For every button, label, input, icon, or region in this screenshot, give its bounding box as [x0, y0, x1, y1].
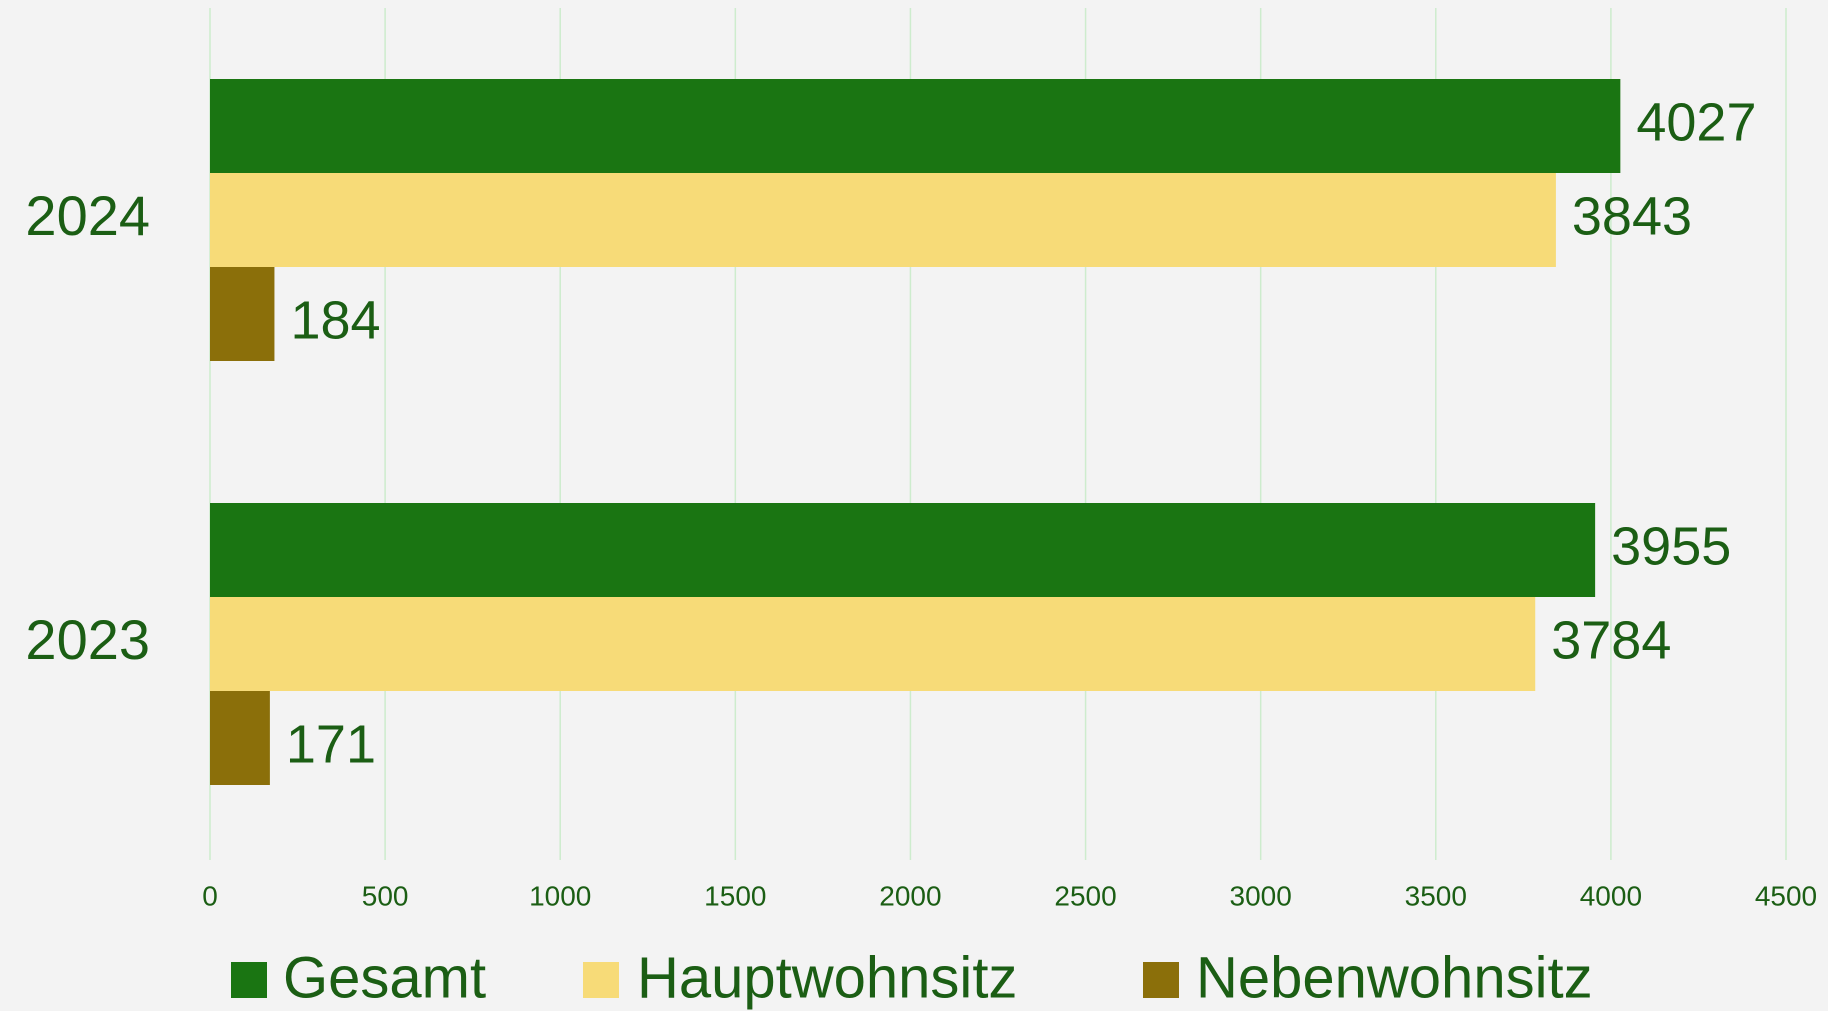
value-label: 4027 [1636, 92, 1756, 152]
bar [210, 597, 1536, 691]
y-tick-label: 2024 [25, 184, 150, 247]
legend-swatch [583, 962, 619, 998]
bar [210, 691, 270, 785]
x-tick-label: 0 [202, 880, 218, 911]
legend-label: Nebenwohnsitz [1196, 945, 1593, 1010]
legend-swatch [1143, 962, 1179, 998]
bar [210, 267, 275, 361]
legend-label: Gesamt [283, 945, 486, 1010]
x-tick-label: 1000 [529, 880, 591, 911]
bar [210, 173, 1556, 267]
x-tick-label: 2000 [879, 880, 941, 911]
bar [210, 503, 1596, 597]
value-label: 3955 [1611, 516, 1731, 576]
x-tick-label: 4000 [1580, 880, 1642, 911]
legend-label: Hauptwohnsitz [637, 945, 1017, 1010]
x-tick-label: 4500 [1755, 880, 1817, 911]
x-tick-label: 3500 [1405, 880, 1467, 911]
x-tick-label: 3000 [1230, 880, 1292, 911]
x-tick-label: 2500 [1054, 880, 1116, 911]
value-label: 184 [290, 290, 380, 350]
y-tick-label: 2023 [25, 608, 150, 671]
value-label: 3784 [1551, 610, 1671, 670]
value-label: 171 [286, 714, 376, 774]
legend-swatch [231, 962, 267, 998]
bar [210, 79, 1621, 173]
x-tick-label: 1500 [704, 880, 766, 911]
x-tick-label: 500 [362, 880, 409, 911]
value-label: 3843 [1572, 186, 1692, 246]
